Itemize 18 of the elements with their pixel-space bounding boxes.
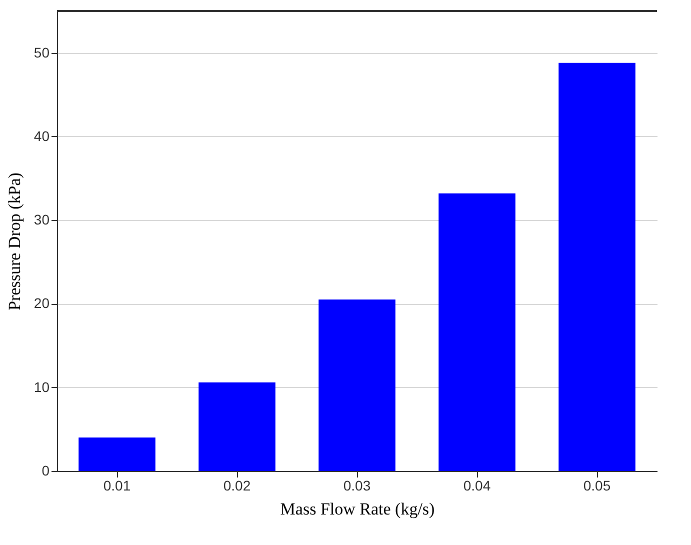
bar	[438, 193, 516, 471]
x-axis-title: Mass Flow Rate (kg/s)	[280, 500, 435, 518]
y-tick-label: 20	[34, 295, 50, 312]
y-tick-label: 40	[34, 128, 50, 144]
y-tick-label: 0	[42, 462, 50, 478]
y-axis-title: Pressure Drop (kPa)	[4, 172, 24, 310]
x-tick-label: 0.02	[223, 478, 251, 494]
bar	[78, 438, 156, 471]
y-tick-label: 10	[34, 378, 50, 395]
bar	[318, 300, 396, 471]
y-tick-label: 30	[34, 212, 50, 228]
x-tick-label: 0.03	[343, 478, 371, 494]
x-tick-label: 0.01	[103, 478, 131, 494]
bar	[198, 382, 276, 471]
x-tick-label: 0.05	[583, 478, 611, 494]
bar	[558, 62, 636, 471]
y-tick-label: 50	[34, 44, 50, 60]
x-tick-label: 0.04	[463, 478, 491, 494]
